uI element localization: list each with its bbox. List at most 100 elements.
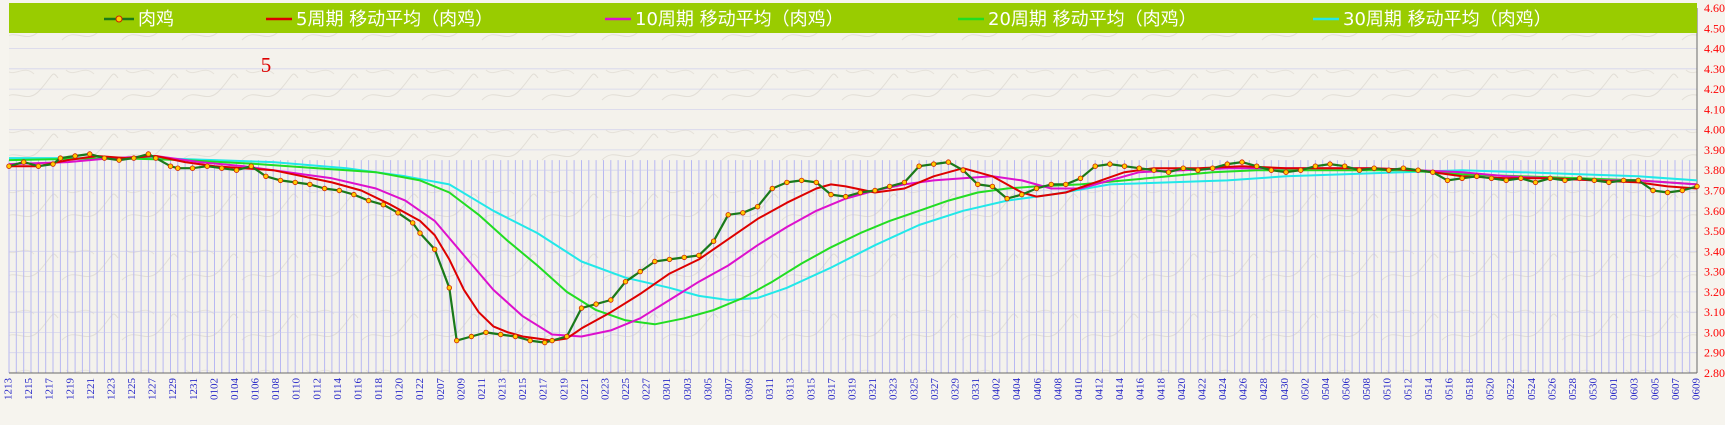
x-tick-label: 0522	[1505, 378, 1517, 400]
data-point	[1591, 177, 1597, 184]
data-point	[975, 181, 981, 188]
data-point	[1209, 165, 1216, 171]
data-point	[321, 185, 328, 192]
data-point	[307, 181, 313, 188]
x-tick-label: 0506	[1341, 378, 1353, 401]
data-point	[1121, 163, 1128, 169]
data-point	[1077, 175, 1084, 181]
x-tick-label: 0221	[579, 378, 591, 400]
data-point	[1459, 175, 1465, 181]
data-point	[740, 210, 746, 216]
data-point	[637, 268, 643, 275]
data-point	[1341, 163, 1348, 169]
x-tick-label: 0317	[826, 378, 838, 401]
x-tick-label: 0418	[1155, 378, 1167, 401]
data-point	[1356, 167, 1363, 173]
data-point	[1224, 161, 1230, 167]
x-tick-label: 0122	[414, 378, 426, 400]
y-tick-labels: 4.60 4.50 4.40 4.30 4.20 4.10 4.00 3.90 3.80 3.70…	[1704, 1, 1725, 380]
x-tick-label: 0309	[744, 378, 756, 401]
x-tick-label: 0223	[600, 378, 612, 401]
data-point	[189, 165, 196, 171]
x-tick-label: 0102	[208, 378, 220, 400]
x-tick-label: 1215	[23, 378, 35, 401]
data-point	[1415, 167, 1421, 173]
data-point	[1518, 175, 1524, 181]
data-point	[887, 183, 893, 190]
data-point	[131, 155, 137, 161]
data-point	[1063, 181, 1069, 188]
x-tick-label: 0108	[270, 378, 282, 401]
data-point	[432, 246, 438, 252]
x-tick-label: 0114	[332, 378, 344, 400]
x-tick-label: 0605	[1649, 378, 1661, 401]
x-tick-label: 0414	[1114, 378, 1126, 401]
x-tick-label: 0323	[888, 378, 900, 401]
x-tick-label: 0307	[723, 378, 735, 401]
x-tick-label: 0118	[373, 378, 385, 400]
data-point	[1664, 189, 1671, 196]
data-point	[754, 203, 761, 210]
x-tick-label: 0524	[1526, 378, 1538, 401]
data-point	[446, 285, 452, 291]
y-tick-label: 4.40	[1704, 42, 1725, 56]
data-point	[1297, 167, 1304, 173]
data-point	[35, 163, 42, 169]
legend-label: 10周期 移动平均（肉鸡）	[635, 9, 844, 30]
y-tick-label: 2.90	[1704, 346, 1725, 360]
x-tick-label: 0406	[1032, 378, 1044, 401]
data-point	[945, 159, 952, 165]
x-tick-label: 0207	[435, 378, 447, 401]
data-point	[1195, 167, 1201, 173]
x-tick-label: 0416	[1135, 378, 1147, 401]
x-tick-label: 1229	[167, 378, 179, 401]
data-point	[549, 337, 555, 344]
x-tick-label: 0329	[949, 378, 961, 401]
x-tick-label: 0512	[1402, 378, 1414, 400]
data-point	[1650, 187, 1656, 194]
data-point	[666, 256, 673, 263]
data-point	[1107, 161, 1113, 167]
data-point	[233, 167, 240, 173]
data-point	[365, 197, 372, 204]
series-line	[9, 155, 1698, 342]
data-point	[483, 329, 489, 336]
x-tick-label: 0601	[1608, 378, 1620, 400]
data-point	[175, 165, 181, 171]
data-point	[498, 331, 504, 338]
x-tick-label: 0402	[991, 378, 1003, 400]
data-point	[468, 333, 475, 340]
x-tick-label: 1213	[3, 378, 15, 401]
data-point	[1371, 165, 1377, 171]
x-tick-label: 0215	[517, 378, 529, 401]
data-point	[1503, 177, 1509, 184]
x-tick-label: 0301	[661, 378, 673, 400]
data-point	[116, 157, 122, 163]
y-tick-label: 3.60	[1704, 204, 1725, 218]
x-tick-label: 1221	[85, 378, 97, 400]
x-tick-label: 0209	[455, 378, 467, 401]
data-point	[857, 189, 863, 196]
x-tick-label: 0112	[311, 378, 323, 400]
data-point	[380, 201, 386, 208]
x-tick-label: 0424	[1217, 378, 1229, 401]
x-tick-label: 1217	[44, 378, 56, 401]
x-tick-label: 0106	[250, 378, 262, 401]
y-tick-label: 4.20	[1704, 82, 1725, 96]
x-tick-label: 0116	[353, 378, 365, 400]
data-point	[542, 339, 548, 346]
x-tick-label: 1219	[64, 378, 76, 401]
data-point	[204, 163, 210, 169]
series-layer	[6, 151, 1700, 346]
y-tick-label: 2.80	[1704, 366, 1725, 380]
x-tick-label: 0321	[867, 378, 879, 400]
y-tick-label: 4.50	[1704, 21, 1725, 35]
x-tick-labels: 1213 1215 1217 1219 1221 1223 1225 1227 1229 1231…	[3, 378, 1703, 401]
data-point	[872, 187, 878, 194]
x-tick-label: 1223	[105, 378, 117, 401]
data-point	[1488, 175, 1495, 181]
x-tick-label: 0428	[1258, 378, 1270, 401]
data-point	[1430, 169, 1436, 175]
data-point	[6, 163, 12, 169]
y-tick-label: 3.50	[1704, 224, 1725, 238]
